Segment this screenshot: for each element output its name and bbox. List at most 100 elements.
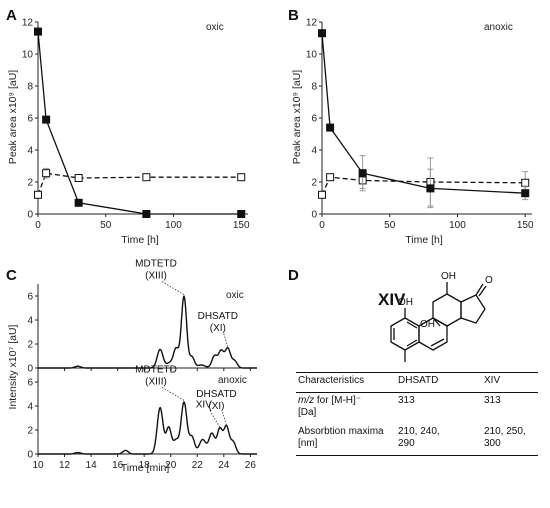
mz-symbol: m/z xyxy=(298,395,315,406)
chart-c-anoxic-y-tick-label: 4 xyxy=(27,402,33,413)
column-header: Characteristics xyxy=(298,375,365,386)
chart-c-y-axis-title: Intensity x10⁷ [aU] xyxy=(7,324,19,409)
chart-c-oxic-y-tick-label: 4 xyxy=(27,316,33,327)
absorption-value: 290 xyxy=(398,438,415,449)
chart-c-x-axis-title: Time [min] xyxy=(121,462,170,474)
chart-b-filled-marker xyxy=(521,189,530,198)
atom-oh-2: OH xyxy=(441,271,456,282)
chart-b-condition-label: anoxic xyxy=(484,22,513,33)
chart-c-anoxic-peak-label: (XI) xyxy=(208,401,224,412)
chart-b-y-tick-label: 4 xyxy=(311,146,317,157)
chart-b-filled-marker xyxy=(426,184,435,193)
atom-oh-3: OH xyxy=(420,319,435,330)
absorption-label: Absorbtion maxima xyxy=(298,426,384,437)
chart-c-anoxic-x-tick-label: 16 xyxy=(112,460,124,471)
chart-b-open-marker xyxy=(521,178,530,187)
table-header-row: Characteristics DHSATD XIV xyxy=(296,372,538,393)
chart-b-x-tick-label: 50 xyxy=(384,220,396,231)
chart-c-anoxic-x-tick-label: 18 xyxy=(139,460,151,471)
chart-a-filled-marker xyxy=(42,115,51,124)
ring-a xyxy=(390,317,420,351)
panel-letter-d: D xyxy=(288,267,299,284)
mz-label: for [M-H]⁻ xyxy=(314,395,362,406)
chart-a-open-marker xyxy=(34,190,42,199)
chart-a-x-tick-label: 0 xyxy=(35,220,41,231)
chemical-structure-drawing xyxy=(390,282,487,362)
chart-c-oxic-y-tick-label: 2 xyxy=(27,340,33,351)
chart-c: oxic anoxic Intensity x10⁷ [aU] Time [mi… xyxy=(7,259,257,474)
chart-b-x-axis-title: Time [h] xyxy=(405,234,443,246)
chart-c-anoxic-peak-label: (XIII) xyxy=(145,376,167,387)
panel-letter-c: C xyxy=(6,267,17,284)
column-header: XIV xyxy=(484,375,501,386)
chart-a-open-marker xyxy=(237,173,246,182)
chart-c-anoxic-peak-label: MDTETD xyxy=(135,364,177,375)
table-cell: m/z for [M-H]⁻ [Da] xyxy=(296,393,396,425)
structure-panel: XIV OH OH OH O xyxy=(378,271,493,362)
chart-c-anoxic-x-tick-label: 20 xyxy=(165,460,177,471)
chart-c-oxic-peak-label: (XI) xyxy=(210,323,226,334)
chart-a: oxic Peak area x10⁹ [aU] Time [h] 0 2 4 6 8 1… xyxy=(7,18,250,247)
chart-a-y-tick-label: 2 xyxy=(27,178,33,189)
ring-c xyxy=(432,293,462,327)
chart-a-y-tick-label: 10 xyxy=(22,50,34,61)
chart-b-filled-marker xyxy=(318,29,326,38)
absorption-value: 210, 250, xyxy=(484,426,526,437)
ring-b-double-bond xyxy=(430,338,445,347)
chart-a-condition-label: oxic xyxy=(206,22,224,33)
ring-d xyxy=(460,294,486,324)
chart-c-anoxic-leader-line xyxy=(161,387,185,401)
chart-b-x-tick-label: 100 xyxy=(449,220,466,231)
chart-c-anoxic-y-tick-label: 6 xyxy=(27,378,33,389)
chart-a-y-tick-label: 4 xyxy=(27,146,33,157)
column-header: DHSATD xyxy=(398,375,439,386)
absorption-value: 300 xyxy=(484,438,501,449)
chart-c-anoxic-label: anoxic xyxy=(218,375,247,386)
oh-bond xyxy=(432,317,441,327)
chart-b-filled-series-line xyxy=(321,33,526,194)
chart-c-oxic-peak-label: (XIII) xyxy=(145,271,167,282)
chart-a-open-marker xyxy=(74,174,83,182)
chart-b-y-tick-label: 6 xyxy=(311,114,317,125)
chart-b-x-tick-label: 150 xyxy=(517,220,534,231)
table-cell: 313 xyxy=(484,395,501,406)
chart-c-anoxic-x-tick-label: 12 xyxy=(59,460,71,471)
chart-b-open-marker xyxy=(326,173,335,182)
panel-letter-b: B xyxy=(288,7,299,24)
chart-c-anoxic-peak-label: XIV xyxy=(196,399,212,410)
atom-o-ketone: O xyxy=(485,275,493,286)
chart-a-filled-marker xyxy=(34,27,42,36)
chart-c-oxic-peak-label: DHSATD xyxy=(198,311,238,322)
chart-a-y-tick-label: 8 xyxy=(27,82,33,93)
chart-b-y-tick-label: 2 xyxy=(311,178,317,189)
chart-c-anoxic-x-tick-label: 14 xyxy=(86,460,98,471)
chart-c-anoxic-x-tick-label: 24 xyxy=(218,460,230,471)
chart-b-y-tick-label: 12 xyxy=(306,18,318,29)
aromatic-bond xyxy=(406,321,418,329)
table-cell: 210, 250, 300 xyxy=(482,424,538,456)
chart-a-y-tick-label: 12 xyxy=(22,18,34,29)
table-cell: 313 xyxy=(398,395,415,406)
chart-c-anoxic-y-tick-label: 2 xyxy=(27,426,33,437)
chart-c-oxic-leader-line xyxy=(161,281,185,295)
ketone-bond xyxy=(478,285,487,297)
chart-a-x-tick-label: 150 xyxy=(233,220,250,231)
chart-a-filled-marker xyxy=(74,198,83,207)
chart-a-y-tick-label: 0 xyxy=(27,210,33,221)
chart-a-y-tick-label: 6 xyxy=(27,114,33,125)
chart-a-filled-marker xyxy=(142,210,151,218)
chart-c-anoxic-x-tick-label: 10 xyxy=(32,460,44,471)
chart-c-anoxic-leader-line xyxy=(222,411,227,426)
table-row: Absorbtion maxima [nm] 210, 240, 290 210, … xyxy=(296,424,538,456)
ketone-bond xyxy=(475,283,484,296)
chart-b: anoxic Peak area x10⁹ [aU] Time [h] 0 2 4 6… xyxy=(291,18,534,247)
chart-c-anoxic-trace xyxy=(38,401,257,455)
chart-a-open-marker xyxy=(42,169,51,178)
chart-c-anoxic-x-tick-label: 22 xyxy=(192,460,204,471)
compound-title: XIV xyxy=(378,290,406,309)
chart-a-x-tick-label: 100 xyxy=(165,220,182,231)
chart-a-open-marker xyxy=(142,173,151,182)
chart-a-y-axis-title: Peak area x10⁹ [aU] xyxy=(7,70,19,164)
chart-c-oxic-trace xyxy=(38,294,257,369)
chart-a-filled-marker xyxy=(237,210,246,218)
